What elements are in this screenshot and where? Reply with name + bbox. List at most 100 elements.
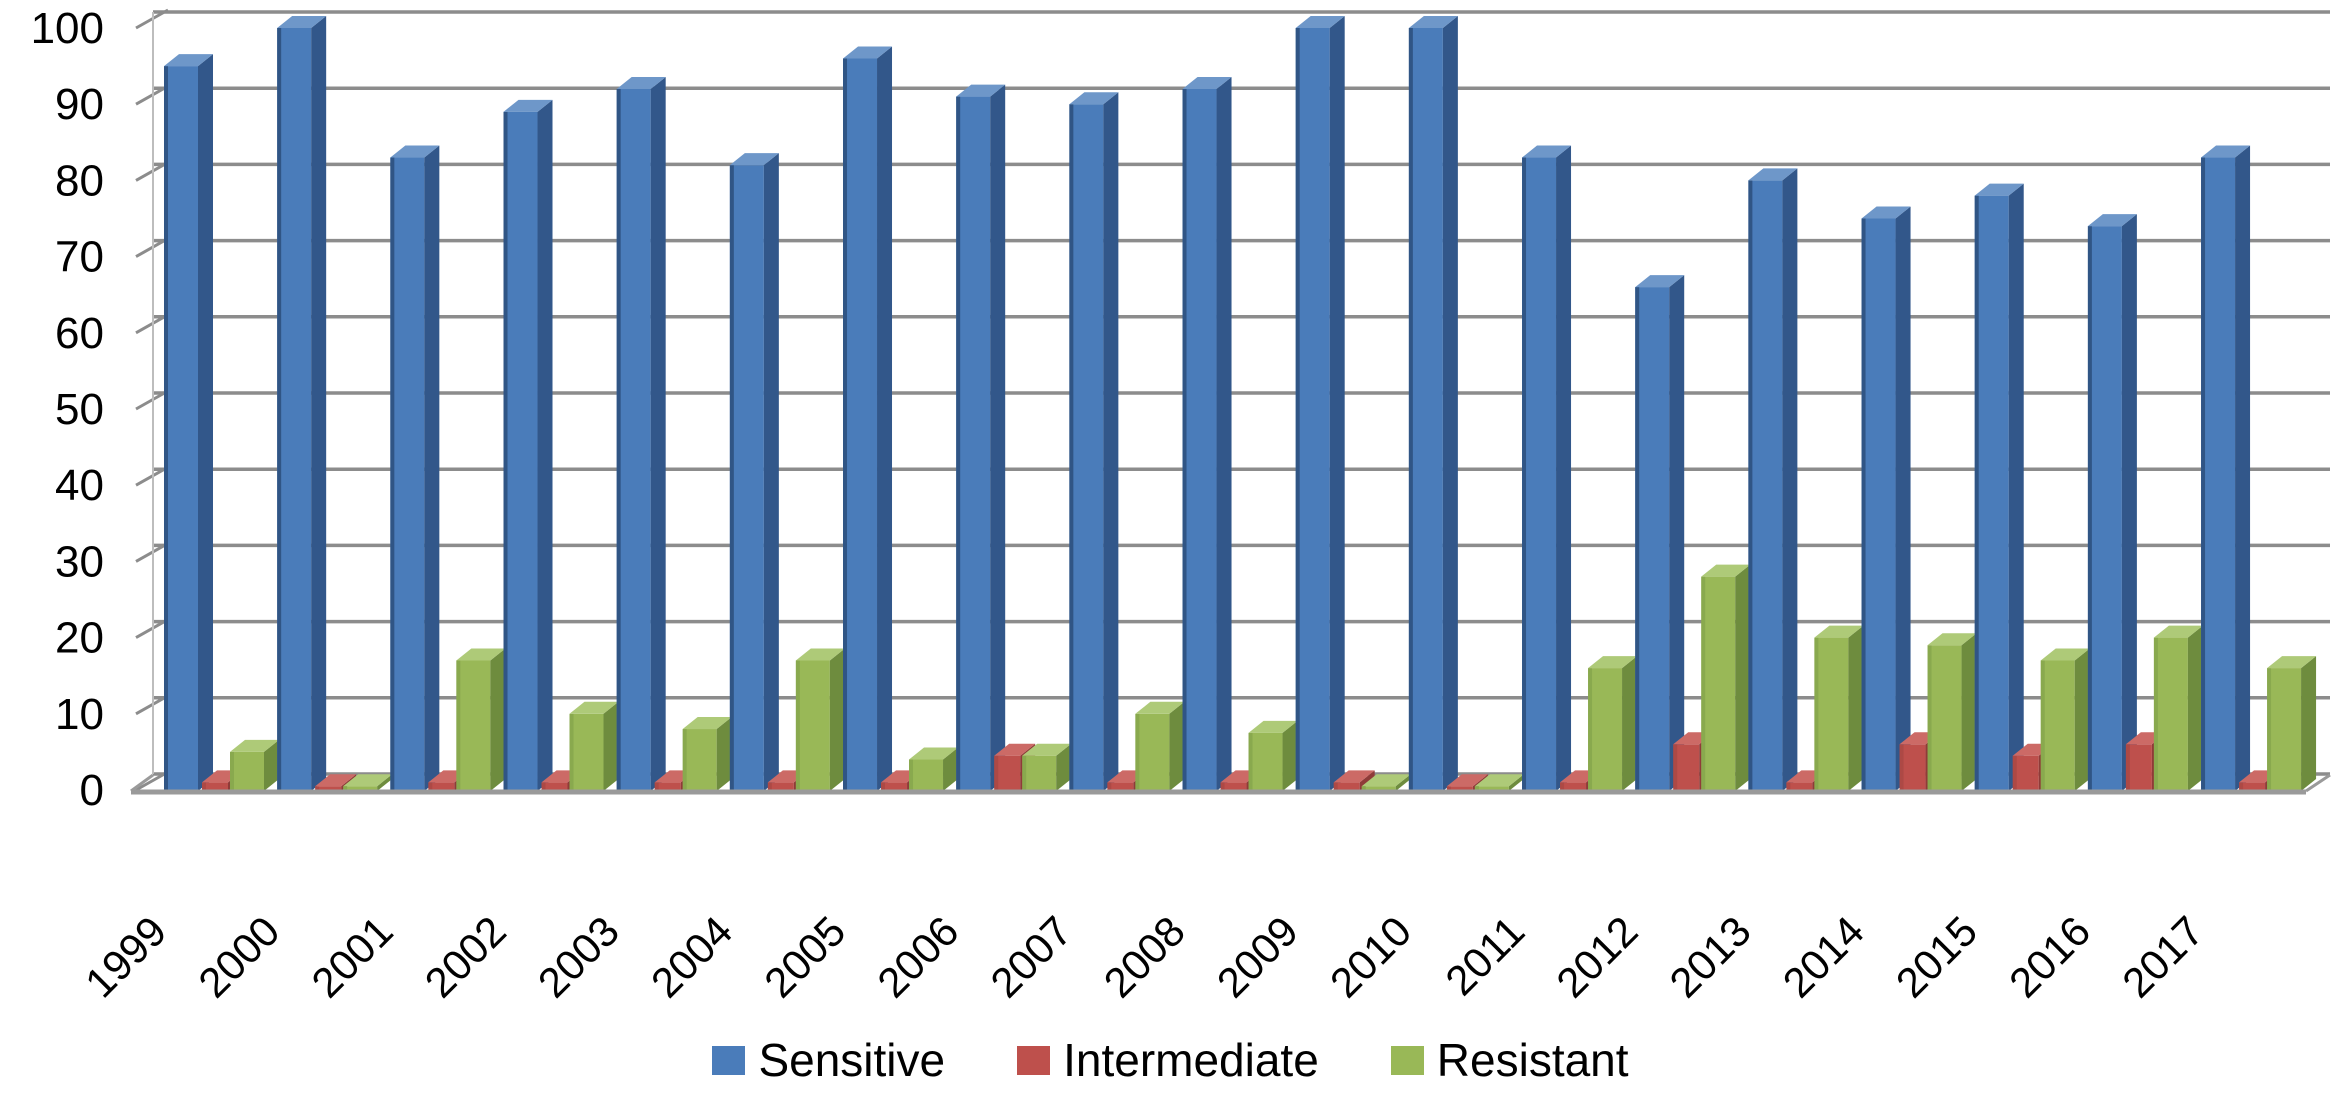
- x-axis-label-1999: 1999: [76, 907, 175, 1006]
- bar-intermediate-2006-front: [994, 755, 1021, 791]
- bar-intermediate-2012-edge: [1673, 744, 1678, 791]
- bar-sensitive-2008-edge: [1182, 88, 1187, 791]
- bar-resistant-2011-side: [1622, 656, 1638, 791]
- bar-resistant-2017-front: [2267, 668, 2302, 791]
- floor-left-edge: [130, 773, 154, 793]
- bar-sensitive-2013-side: [1782, 168, 1798, 791]
- bar-resistant-2013-edge: [1814, 637, 1819, 791]
- bar-intermediate-2014-edge: [1899, 744, 1904, 791]
- bar-intermediate-2007-front: [1107, 782, 1134, 791]
- x-axis-label-2003: 2003: [529, 907, 628, 1006]
- x-axis-label-2001: 2001: [302, 907, 401, 1006]
- bar-sensitive-2005-edge: [843, 58, 848, 792]
- bar-sensitive-2011-front: [1522, 157, 1557, 792]
- bar-sensitive-2015-top: [1974, 183, 2024, 196]
- bar-resistant-2003-front: [682, 729, 717, 791]
- bar-resistant-2003-edge: [682, 729, 687, 791]
- x-axis-label-2009: 2009: [1208, 907, 1307, 1006]
- legend-label-resistant: Resistant: [1436, 1034, 1629, 1086]
- x-axis-label-2013: 2013: [1660, 907, 1759, 1006]
- bar-intermediate-2006-edge: [994, 755, 999, 791]
- bar-sensitive-2011-side: [1556, 145, 1572, 792]
- bar-intermediate-2008-edge: [1220, 782, 1225, 791]
- bar-sensitive-2003-edge: [616, 88, 621, 791]
- bar-resistant-2007-top: [1135, 701, 1185, 714]
- bar-resistant-2004-top: [795, 648, 845, 661]
- bar-intermediate-2010-front: [1446, 786, 1473, 791]
- bar-resistant-2012-edge: [1701, 576, 1706, 791]
- bar-resistant-2017-edge: [2267, 668, 2272, 791]
- bar-resistant-2008-edge: [1248, 732, 1253, 791]
- bar-sensitive-2000-top: [277, 16, 327, 28]
- bar-sensitive-2004-front: [729, 165, 764, 791]
- bar-intermediate-2017-front: [2239, 782, 2266, 791]
- bar-sensitive-2012-edge: [1635, 287, 1640, 791]
- x-axis-label-2006: 2006: [868, 907, 967, 1006]
- bar-sensitive-1999-top: [164, 54, 213, 67]
- bar-sensitive-1999-side: [198, 54, 213, 792]
- bar-sensitive-2006-front: [956, 96, 991, 791]
- bar-resistant-2002-front: [569, 713, 604, 791]
- y-axis-label-10: 10: [55, 690, 104, 739]
- bar-intermediate-2011-front: [1560, 782, 1587, 791]
- legend-marker-resistant-icon: [1390, 1045, 1424, 1075]
- bar-intermediate-2001-front: [428, 782, 455, 791]
- bar-intermediate-2005-edge: [881, 782, 886, 791]
- x-axis-label-2008: 2008: [1095, 907, 1194, 1006]
- bar-intermediate-2014-front: [1899, 744, 1926, 791]
- bar-resistant-2000-side: [377, 774, 393, 791]
- bar-intermediate-2015-front: [2012, 755, 2039, 791]
- bar-sensitive-2009-side: [1329, 16, 1345, 791]
- legend-marker-intermediate-icon: [1017, 1045, 1051, 1075]
- bar-intermediate-2003-edge: [654, 782, 659, 791]
- bar-sensitive-2014-edge: [1861, 218, 1866, 791]
- bar-intermediate-2009-front: [1333, 782, 1360, 791]
- bar-sensitive-2013-edge: [1748, 180, 1753, 791]
- bar-resistant-2014-edge: [1927, 645, 1932, 791]
- bar-sensitive-2014-side: [1895, 206, 1911, 791]
- bar-resistant-2011-top: [1588, 656, 1638, 669]
- bar-intermediate-2009-edge: [1333, 782, 1338, 791]
- bar-sensitive-2001-front: [390, 157, 425, 792]
- bar-sensitive-1999-edge: [164, 66, 168, 792]
- bar-sensitive-2004-top: [729, 153, 779, 166]
- bar-sensitive-1999-front: [164, 66, 198, 792]
- bar-sensitive-2009-top: [1295, 16, 1345, 28]
- bar-resistant-2000-top: [343, 774, 393, 787]
- bar-resistant-2011-edge: [1588, 668, 1593, 791]
- x-axis-label-2004: 2004: [642, 907, 741, 1006]
- bar-resistant-2015-top: [2040, 648, 2090, 661]
- bar-sensitive-2010-front: [1408, 28, 1443, 791]
- bar-resistant-2012-side: [1735, 564, 1751, 791]
- bar-resistant-2005-edge: [909, 759, 914, 791]
- bar-resistant-2016-front: [2153, 637, 2188, 791]
- bar-sensitive-2017-top: [2201, 145, 2251, 158]
- y-axis-label-100: 100: [31, 4, 104, 53]
- chart-legend: Sensitive Intermediate Resistant: [0, 1030, 2341, 1090]
- bar-sensitive-2000-edge: [277, 28, 282, 791]
- bar-resistant-2007-edge: [1135, 713, 1140, 791]
- bar-intermediate-2016-front: [2125, 744, 2152, 791]
- bar-intermediate-2004-edge: [767, 782, 772, 791]
- bar-resistant-2002-edge: [569, 713, 574, 791]
- bar-intermediate-2007-edge: [1107, 782, 1112, 791]
- y-axis-label-80: 80: [55, 156, 104, 205]
- bar-sensitive-2001-edge: [390, 157, 395, 792]
- bar-resistant-2001-side: [490, 648, 506, 791]
- bar-sensitive-2000-side: [311, 16, 327, 791]
- legend-item-sensitive: Sensitive: [712, 1033, 945, 1087]
- bar-sensitive-2014-front: [1861, 218, 1896, 791]
- bar-resistant-2005-side: [943, 747, 959, 791]
- bar-intermediate-2004-front: [767, 782, 794, 791]
- bar-sensitive-2016-top: [2087, 214, 2137, 227]
- bar-resistant-2009-front: [1361, 786, 1396, 791]
- bar-sensitive-2005-front: [843, 58, 878, 792]
- legend-marker-sensitive-icon: [712, 1045, 746, 1075]
- bar-sensitive-2015-side: [2008, 183, 2024, 791]
- bar-resistant-2006-top: [1022, 743, 1072, 756]
- bar-intermediate-2002-edge: [541, 782, 546, 791]
- bar-intermediate-2013-front: [1786, 782, 1813, 791]
- bar-sensitive-2006-top: [956, 84, 1006, 97]
- bar-resistant-2006-side: [1056, 743, 1072, 791]
- bar-sensitive-2002-front: [503, 111, 538, 791]
